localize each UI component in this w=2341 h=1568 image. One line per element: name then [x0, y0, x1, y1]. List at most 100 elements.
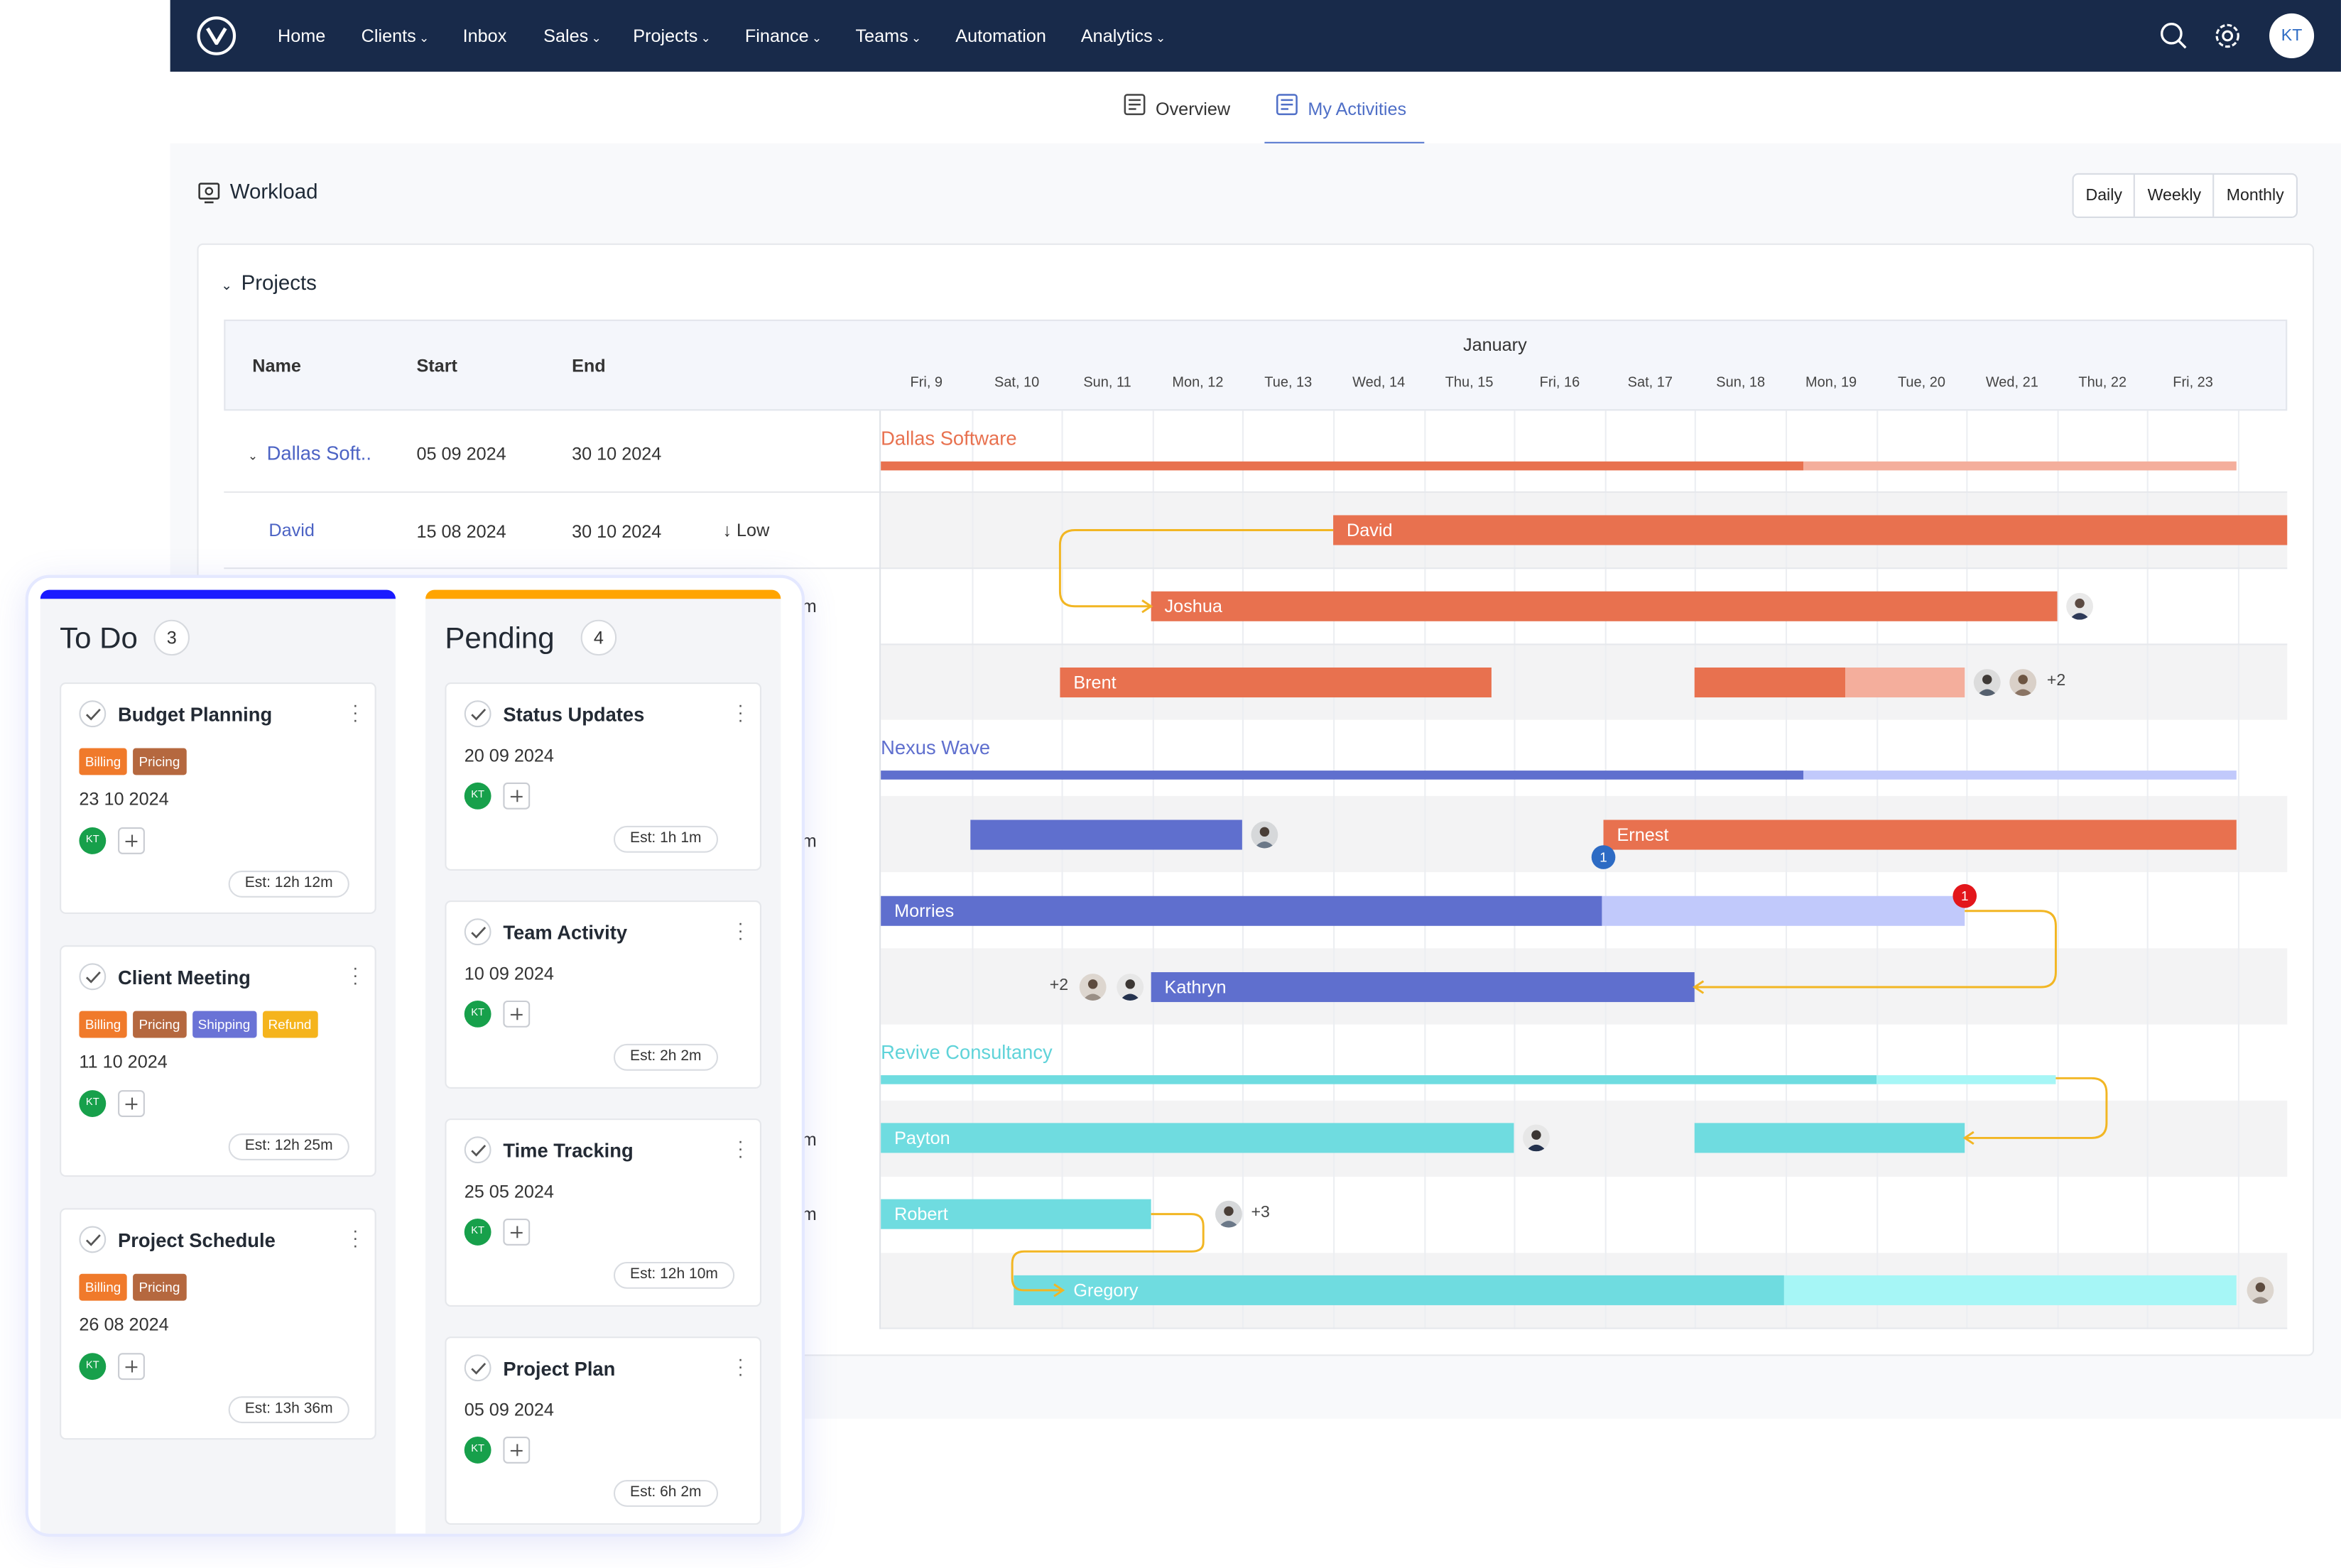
gear-icon[interactable]	[2212, 21, 2242, 50]
assignee-avatar[interactable]	[2247, 1276, 2274, 1304]
assignee-avatar[interactable]	[1079, 974, 1107, 1001]
day-column-label: Sun, 11	[1083, 374, 1131, 391]
task-bar-kathryn[interactable]: Kathryn	[1151, 971, 1695, 1003]
task-bar-ernest[interactable]: Ernest	[1603, 820, 2237, 850]
add-assignee-button[interactable]	[503, 1000, 531, 1028]
task-bar-robert[interactable]: Robert	[881, 1199, 1151, 1229]
more-assignees-count[interactable]: +2	[1049, 976, 1069, 995]
add-assignee-button[interactable]	[503, 1218, 531, 1246]
user-avatar[interactable]: KT	[2269, 13, 2315, 59]
add-assignee-button[interactable]	[503, 782, 531, 810]
task-card[interactable]: Team Activity · · · 10 09 2024 KT Est: 2h …	[445, 900, 762, 1089]
more-options-icon[interactable]: · · ·	[737, 694, 744, 731]
more-options-icon[interactable]: · · ·	[737, 912, 744, 949]
task-bar-payton-segment[interactable]	[1694, 1123, 1965, 1153]
projects-section-toggle[interactable]: ⌄ Projects	[221, 270, 317, 295]
task-bar-david[interactable]: David	[1333, 515, 2288, 545]
estimate-pill: Est: 6h 2m	[613, 1479, 718, 1507]
day-column-label: Wed, 14	[1352, 374, 1406, 391]
check-icon[interactable]	[464, 918, 491, 946]
more-options-icon[interactable]: · · ·	[352, 694, 359, 731]
task-card[interactable]: Client Meeting · · · Billing Pricing Shippin…	[60, 945, 376, 1177]
view-weekly-button[interactable]: Weekly	[2136, 175, 2215, 217]
alert-badge[interactable]: 1	[1952, 883, 1977, 908]
view-monthly-button[interactable]: Monthly	[2226, 186, 2284, 205]
assignee-avatar[interactable]: KT	[464, 782, 491, 810]
task-bar-morries[interactable]: Morries	[881, 895, 1602, 926]
check-icon[interactable]	[79, 1226, 107, 1253]
app-logo[interactable]	[197, 16, 237, 55]
task-card[interactable]: Project Plan · · · 05 09 2024 KT Est: 6h 2…	[445, 1336, 762, 1525]
add-assignee-button[interactable]	[118, 827, 145, 854]
more-assignees-count[interactable]: +3	[1251, 1203, 1270, 1222]
tag-list: Billing Pricing Shipping Refund	[79, 1010, 323, 1038]
grid-line	[1061, 410, 1063, 1329]
task-card[interactable]: Project Schedule · · · Billing Pricing 26 0…	[60, 1208, 376, 1440]
add-assignee-button[interactable]	[118, 1353, 145, 1381]
check-icon[interactable]	[79, 700, 107, 728]
grid-line	[1966, 410, 1968, 1329]
task-bar-payton[interactable]: Payton	[881, 1123, 1514, 1153]
check-icon[interactable]	[464, 700, 491, 728]
task-bar-nexus-member[interactable]	[970, 820, 1242, 850]
nav-projects[interactable]: Projects ⌄	[633, 25, 711, 47]
dallas-remaining-bar	[1803, 461, 2237, 471]
assignee-avatar[interactable]: KT	[79, 827, 107, 854]
tab-overview[interactable]: Overview	[1123, 89, 1230, 129]
member-row-david[interactable]: David	[268, 519, 315, 541]
estimate-pill: Est: 12h 25m	[228, 1133, 349, 1160]
nav-sales[interactable]: Sales ⌄	[543, 25, 602, 47]
grid-line	[1876, 410, 1879, 1329]
day-column-label: Thu, 22	[2078, 374, 2127, 391]
estimate-pill: Est: 2h 2m	[613, 1043, 718, 1071]
project-row-dallas[interactable]: ⌄ Dallas Soft..	[247, 442, 371, 465]
add-assignee-button[interactable]	[503, 1436, 531, 1464]
assignee-avatar[interactable]	[1215, 1200, 1242, 1228]
assignee-avatar[interactable]	[2066, 592, 2094, 620]
assignee-avatar[interactable]: KT	[464, 1218, 491, 1246]
task-card[interactable]: Budget Planning · · · Billing Pricing 23 10…	[60, 682, 376, 914]
task-card[interactable]: Time Tracking · · · 25 05 2024 KT Est: 12h…	[445, 1118, 762, 1307]
check-icon[interactable]	[464, 1136, 491, 1164]
assignee-avatar[interactable]	[2009, 669, 2037, 696]
assignee-avatar[interactable]: KT	[79, 1353, 107, 1381]
more-options-icon[interactable]: · · ·	[352, 1220, 359, 1256]
more-options-icon[interactable]: · · ·	[352, 957, 359, 993]
view-daily-button[interactable]: Daily	[2074, 175, 2136, 217]
nav-home[interactable]: Home	[277, 25, 326, 47]
assignee-avatar[interactable]	[1973, 669, 2001, 696]
nav-inbox[interactable]: Inbox	[462, 25, 507, 47]
more-options-icon[interactable]: · · ·	[737, 1348, 744, 1385]
nav-teams[interactable]: Teams ⌄	[855, 25, 922, 47]
nav-automation[interactable]: Automation	[955, 25, 1046, 47]
nav-finance[interactable]: Finance ⌄	[744, 25, 822, 47]
search-icon[interactable]	[2158, 21, 2188, 50]
assignee-avatar[interactable]: KT	[79, 1090, 107, 1117]
assignee-avatar[interactable]	[1251, 821, 1278, 849]
tab-my-activities[interactable]: My Activities	[1275, 89, 1406, 129]
assignee-avatar[interactable]	[1117, 974, 1144, 1001]
check-icon[interactable]	[464, 1354, 491, 1382]
nav-analytics[interactable]: Analytics ⌄	[1080, 25, 1166, 47]
tag-list: Billing Pricing	[79, 1273, 192, 1301]
assignee-avatar[interactable]: KT	[464, 1000, 491, 1028]
more-options-icon[interactable]: · · ·	[737, 1130, 744, 1167]
grid-line	[1694, 410, 1696, 1329]
task-bar-joshua[interactable]: Joshua	[1151, 591, 2058, 621]
kanban-board: To Do 3 Budget Planning · · · Billing Prici…	[28, 577, 802, 1534]
task-bar-gregory[interactable]: Gregory	[1014, 1275, 1784, 1305]
add-assignee-button[interactable]	[118, 1090, 145, 1117]
check-icon[interactable]	[79, 963, 107, 991]
assignee-avatar[interactable]	[1523, 1124, 1550, 1152]
card-title: Budget Planning	[118, 703, 273, 726]
nav-clients[interactable]: Clients ⌄	[361, 25, 430, 47]
column-count: 3	[153, 619, 190, 656]
notification-badge[interactable]: 1	[1591, 845, 1616, 869]
chevron-down-icon: ⌄	[811, 31, 822, 45]
more-assignees-count[interactable]: +2	[2046, 672, 2066, 690]
grid-line	[1242, 410, 1244, 1329]
task-bar-brent[interactable]: Brent	[1060, 667, 1492, 698]
assignee-avatar[interactable]: KT	[464, 1436, 491, 1464]
task-bar-brent-segment[interactable]	[1694, 667, 1846, 698]
task-card[interactable]: Status Updates · · · 20 09 2024 KT Est: 1h…	[445, 682, 762, 871]
